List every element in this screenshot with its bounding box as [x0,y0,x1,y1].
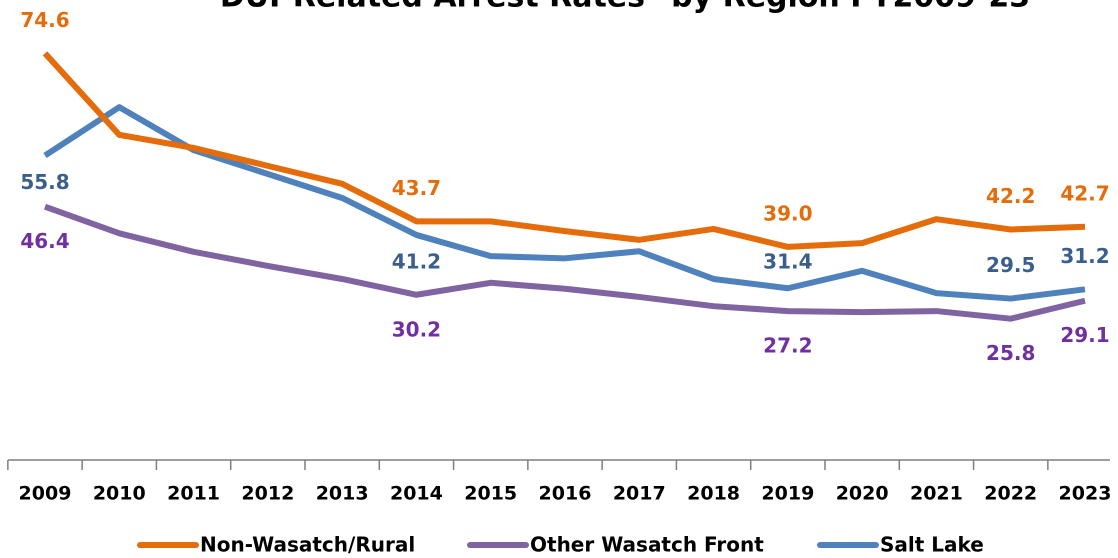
data-label: 31.4 [763,250,812,274]
legend-label: Salt Lake [880,533,984,557]
x-tick-label: 2019 [761,483,814,505]
data-label: 74.6 [20,8,69,32]
data-label: 29.1 [1060,323,1109,347]
data-label: 29.5 [986,253,1035,277]
x-tick-label: 2018 [687,483,740,505]
data-label: 39.0 [763,201,812,225]
x-tick-label: 2020 [836,483,889,505]
x-tick-label: 2013 [316,483,369,505]
series-line [43,104,1086,302]
x-tick-label: 2023 [1059,483,1112,505]
x-tick-label: 2010 [93,483,146,505]
data-label: 27.2 [763,334,812,358]
x-tick-label: 2014 [390,483,443,505]
data-label: 46.4 [20,229,69,253]
chart-title: DUI-Related Arrest Rates* by Region FY20… [220,0,1030,15]
data-label: 31.2 [1060,244,1109,268]
data-label: 42.7 [1060,181,1109,205]
x-tick-label: 2009 [19,483,72,505]
x-tick-label: 2015 [464,483,517,505]
data-label: 42.2 [986,184,1035,208]
x-tick-label: 2011 [167,483,220,505]
data-label: 55.8 [20,170,69,194]
series-line [43,203,1086,322]
x-tick-label: 2022 [984,483,1037,505]
data-label: 43.7 [392,176,441,200]
data-label: 30.2 [392,317,441,341]
series-line [42,51,1086,250]
x-tick-label: 2021 [910,483,963,505]
legend-label: Other Wasatch Front [530,533,764,557]
x-tick-label: 2012 [241,483,294,505]
x-tick-label: 2017 [613,483,666,505]
data-label: 25.8 [986,341,1035,365]
legend-label: Non-Wasatch/Rural [200,533,415,557]
x-tick-label: 2016 [539,483,592,505]
data-label: 41.2 [392,249,441,273]
